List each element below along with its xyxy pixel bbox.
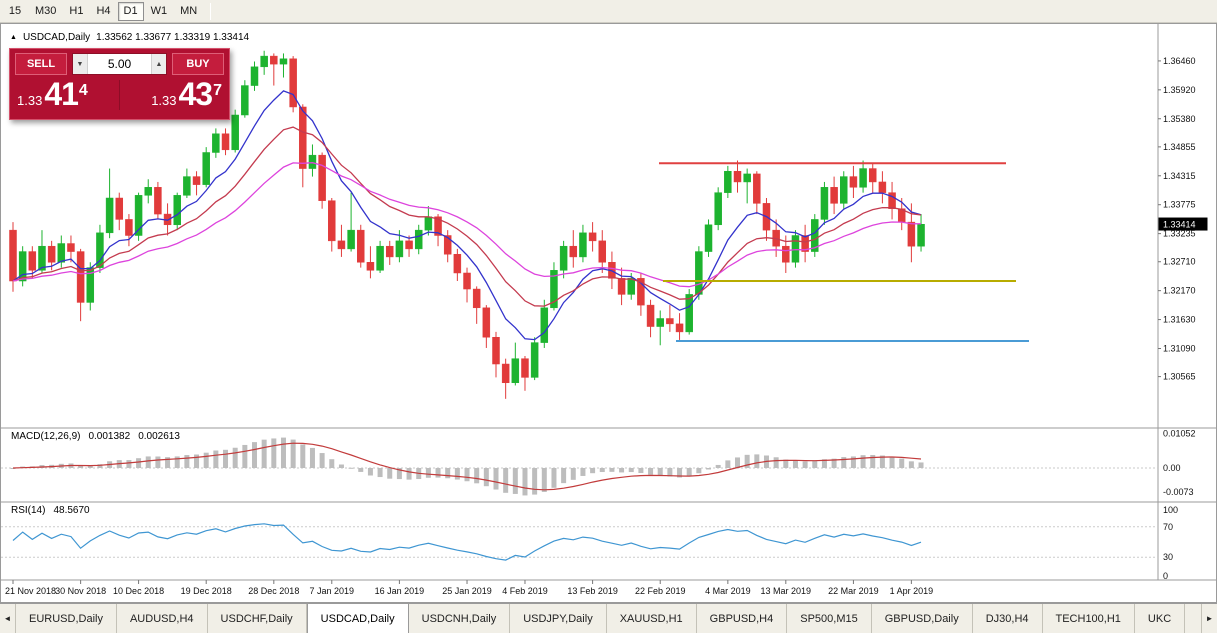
symbol-tabbar: ◄ EURUSD,Daily AUDUSD,H4 USDCHF,Daily USDCA… xyxy=(0,603,1217,633)
svg-text:1.34315: 1.34315 xyxy=(1163,171,1196,181)
tab-xauusd-h1[interactable]: XAUUSD,H1 xyxy=(607,604,697,633)
tab-dj30-h4[interactable]: DJ30,H4 xyxy=(973,604,1043,633)
tab-usdcad-daily[interactable]: USDCAD,Daily xyxy=(306,604,409,633)
rsi-value: 48.5670 xyxy=(53,505,90,516)
tab-eurusd-daily[interactable]: EURUSD,Daily xyxy=(16,604,117,633)
buy-price-quote[interactable]: 1.33 43 7 xyxy=(151,76,222,112)
timeframe-m30[interactable]: M30 xyxy=(35,5,57,17)
svg-text:28 Dec 2018: 28 Dec 2018 xyxy=(248,586,299,596)
timeframe-h4[interactable]: H4 xyxy=(96,5,111,17)
tab-usdjpy-daily[interactable]: USDJPY,Daily xyxy=(510,604,607,633)
chart-marker-icon: ▲ xyxy=(10,34,17,41)
svg-text:1.32170: 1.32170 xyxy=(1163,286,1196,296)
tab-scroll-left-icon[interactable]: ◄ xyxy=(0,604,16,633)
sell-button[interactable]: SELL xyxy=(15,53,67,75)
one-click-trading-panel: SELL ▼ 5.00 ▲ BUY 1.33 41 4 1.33 43 7 xyxy=(9,48,230,120)
svg-text:1.33235: 1.33235 xyxy=(1163,229,1196,239)
macd-value-main: 0.001382 xyxy=(88,431,131,442)
timeframe-w1[interactable]: W1 xyxy=(150,5,168,17)
symbol-tabs: EURUSD,Daily AUDUSD,H4 USDCHF,Daily USDCAD,… xyxy=(16,604,1201,633)
chart-symbol-label: USDCAD,Daily xyxy=(22,32,91,43)
chart-canvas[interactable]: 1.364601.359201.353801.348551.343151.337… xyxy=(1,24,1216,602)
svg-text:30: 30 xyxy=(1163,552,1173,562)
svg-text:1.31630: 1.31630 xyxy=(1163,315,1196,325)
macd-name: MACD(12,26,9) xyxy=(11,431,81,442)
svg-text:10 Dec 2018: 10 Dec 2018 xyxy=(113,586,164,596)
svg-text:13 Feb 2019: 13 Feb 2019 xyxy=(567,586,618,596)
chart-ohlc-values: 1.33562 1.33677 1.33319 1.33414 xyxy=(96,32,250,43)
svg-text:1.32710: 1.32710 xyxy=(1163,257,1196,267)
svg-text:-0.0073: -0.0073 xyxy=(1163,487,1194,497)
svg-text:1.35380: 1.35380 xyxy=(1163,114,1196,124)
volume-down-icon[interactable]: ▼ xyxy=(73,54,88,74)
tab-ukc[interactable]: UKC xyxy=(1135,604,1186,633)
svg-text:22 Mar 2019: 22 Mar 2019 xyxy=(828,586,879,596)
svg-text:1.31090: 1.31090 xyxy=(1163,343,1196,353)
tab-audusd-h4[interactable]: AUDUSD,H4 xyxy=(117,604,208,633)
svg-text:1.34855: 1.34855 xyxy=(1163,142,1196,152)
toolbar-separator xyxy=(210,2,212,20)
sell-price-pip: 4 xyxy=(78,82,88,99)
buy-button[interactable]: BUY xyxy=(172,53,224,75)
svg-text:16 Jan 2019: 16 Jan 2019 xyxy=(375,586,425,596)
svg-text:22 Feb 2019: 22 Feb 2019 xyxy=(635,586,686,596)
svg-text:100: 100 xyxy=(1163,505,1178,515)
timeframe-h1[interactable]: H1 xyxy=(69,5,84,17)
svg-text:7 Jan 2019: 7 Jan 2019 xyxy=(310,586,355,596)
buy-price-prefix: 1.33 xyxy=(151,93,177,108)
svg-text:0.01052: 0.01052 xyxy=(1163,429,1196,439)
tab-usdchf-daily[interactable]: USDCHF,Daily xyxy=(208,604,307,633)
volume-up-icon[interactable]: ▲ xyxy=(151,54,166,74)
svg-text:4 Feb 2019: 4 Feb 2019 xyxy=(502,586,548,596)
rsi-label: RSI(14) 48.5670 xyxy=(11,505,90,516)
svg-text:13 Mar 2019: 13 Mar 2019 xyxy=(761,586,812,596)
svg-text:1.36460: 1.36460 xyxy=(1163,56,1196,66)
svg-text:4 Mar 2019: 4 Mar 2019 xyxy=(705,586,751,596)
timeframe-buttons: 15 M30 H1 H4 D1 W1 MN xyxy=(2,1,204,21)
chart-title: ▲ USDCAD,Daily 1.33562 1.33677 1.33319 1… xyxy=(10,32,249,43)
svg-text:25 Jan 2019: 25 Jan 2019 xyxy=(442,586,492,596)
timeframe-d1[interactable]: D1 xyxy=(117,1,144,21)
svg-text:1.35920: 1.35920 xyxy=(1163,85,1196,95)
timeframe-toolbar: 15 M30 H1 H4 D1 W1 MN xyxy=(0,0,1217,23)
rsi-name: RSI(14) xyxy=(11,505,46,516)
buy-price-pip: 7 xyxy=(213,82,222,99)
timeframe-mn[interactable]: MN xyxy=(180,5,198,17)
svg-text:19 Dec 2018: 19 Dec 2018 xyxy=(181,586,232,596)
svg-text:30 Nov 2018: 30 Nov 2018 xyxy=(55,586,106,596)
tab-usdcnh-daily[interactable]: USDCNH,Daily xyxy=(409,604,511,633)
macd-value-signal: 0.002613 xyxy=(138,431,180,442)
tab-sp500-m15[interactable]: SP500,M15 xyxy=(787,604,872,633)
tab-scroll-right-icon[interactable]: ► xyxy=(1201,604,1217,633)
volume-value[interactable]: 5.00 xyxy=(107,57,132,71)
price-divider xyxy=(119,80,120,110)
sell-price-big: 41 xyxy=(44,76,79,112)
svg-text:1 Apr 2019: 1 Apr 2019 xyxy=(890,586,934,596)
timeframe-15[interactable]: 15 xyxy=(8,5,22,17)
sell-price-quote[interactable]: 1.33 41 4 xyxy=(17,76,88,112)
macd-label: MACD(12,26,9) 0.001382 0.002613 xyxy=(11,431,180,442)
sell-price-prefix: 1.33 xyxy=(17,93,43,108)
svg-text:1.30565: 1.30565 xyxy=(1163,372,1196,382)
svg-text:70: 70 xyxy=(1163,522,1173,532)
svg-text:0: 0 xyxy=(1163,571,1168,581)
tab-gbpusd-h4[interactable]: GBPUSD,H4 xyxy=(697,604,788,633)
svg-text:21 Nov 2018: 21 Nov 2018 xyxy=(5,586,56,596)
svg-text:0.00: 0.00 xyxy=(1163,463,1181,473)
tab-gbpusd-daily[interactable]: GBPUSD,Daily xyxy=(872,604,973,633)
tab-tech100-h1[interactable]: TECH100,H1 xyxy=(1043,604,1135,633)
chart-window[interactable]: 1.36460 1.35920 1.35380 1.34855 1.34315 1.337… xyxy=(0,23,1217,603)
buy-price-big: 43 xyxy=(178,76,214,112)
svg-text:1.33414: 1.33414 xyxy=(1163,220,1196,230)
volume-control[interactable]: ▼ 5.00 ▲ xyxy=(72,53,167,75)
svg-text:1.33775: 1.33775 xyxy=(1163,200,1196,210)
